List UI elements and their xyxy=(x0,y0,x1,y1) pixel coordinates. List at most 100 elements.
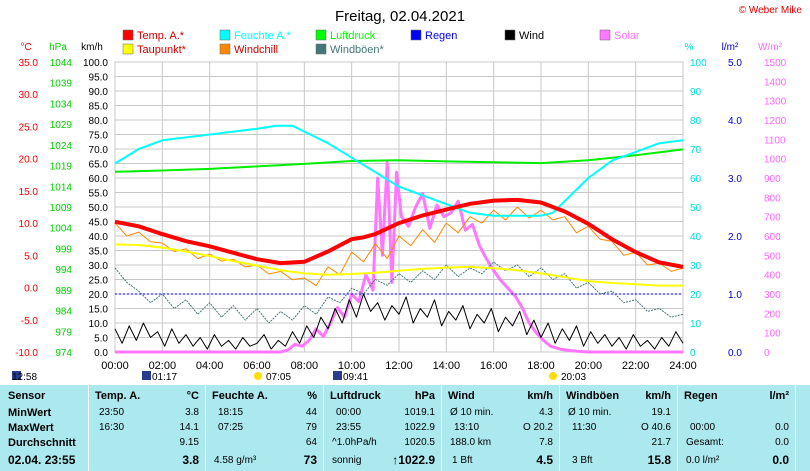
solar_wm2-tick-label: 600 xyxy=(764,232,781,243)
humidity-min-time: 18:15 xyxy=(218,407,244,418)
gusts-day-avg: 21.7 xyxy=(651,437,671,448)
moon-icon xyxy=(333,371,342,380)
humidity_pct-tick-label: 60 xyxy=(690,174,702,185)
pressure_hpa-tick-label: 1019 xyxy=(50,162,73,173)
temp-max-value: 14.1 xyxy=(179,422,199,433)
pressure_hpa-tick-label: 989 xyxy=(55,286,72,297)
x-tick-label: 08:00 xyxy=(291,360,319,372)
rain_lm2-tick-label: 3.0 xyxy=(728,174,742,185)
rain-day-sum: 0.0 l/m² xyxy=(686,455,720,466)
wind_kmh-tick-label: 35.0 xyxy=(89,247,109,258)
wind_kmh-tick-label: 40.0 xyxy=(89,232,109,243)
wind_kmh-tick-label: 50.0 xyxy=(89,203,109,214)
wind-day-avg: 7.8 xyxy=(539,437,553,448)
divider xyxy=(88,385,89,471)
solar_wm2-tick-label: 1200 xyxy=(764,116,787,127)
sun-moon-time: 01:17 xyxy=(152,372,177,383)
temp-max-time: 16:30 xyxy=(99,422,125,433)
rain_lm2-tick-label: 2.0 xyxy=(728,232,742,243)
wind_kmh-tick-label: 75.0 xyxy=(89,131,109,142)
solar_wm2-tick-label: 300 xyxy=(764,290,781,301)
solar_wm2-tick-label: 0 xyxy=(764,348,770,359)
pressure-max-value: 1022.9 xyxy=(404,422,435,433)
humidity_pct-tick-label: 80 xyxy=(690,116,702,127)
gusts-unit: km/h xyxy=(645,390,671,402)
x-tick-label: 02:00 xyxy=(149,360,177,372)
solar_wm2-tick-label: 100 xyxy=(764,329,781,340)
legend-label: Feuchte A.* xyxy=(234,30,292,42)
pressure_hpa-tick-label: 1039 xyxy=(50,79,73,90)
divider xyxy=(205,385,206,471)
temp-min-value: 3.8 xyxy=(185,407,199,418)
humidity-min-value: 44 xyxy=(305,407,317,418)
solar_wm2-tick-label: 1300 xyxy=(764,97,787,108)
weather-state: sonnig xyxy=(332,455,362,466)
solar_wm2-tick-label: 400 xyxy=(764,271,781,282)
divider xyxy=(559,385,560,471)
sun-moon-time: 09:41 xyxy=(343,372,368,383)
pressure_hpa-tick-label: 1014 xyxy=(50,182,73,193)
x-tick-label: 24:00 xyxy=(669,360,697,372)
rain_lm2-tick-label: 4.0 xyxy=(728,116,742,127)
temp-unit: °C xyxy=(186,390,199,402)
sun-moon-time: 12:58 xyxy=(12,372,37,383)
temp_c-tick-label: 5.0 xyxy=(24,251,38,262)
rain_lm2-tick-label: 0.0 xyxy=(728,348,742,359)
temp_c-tick-label: 25.0 xyxy=(19,122,39,133)
humidity_pct-tick-label: 30 xyxy=(690,261,702,272)
series-wind xyxy=(114,293,684,350)
pressure_hpa-tick-label: 1029 xyxy=(50,120,73,131)
wind_kmh-tick-label: 90.0 xyxy=(89,87,109,98)
gusts-section: Windböen km/h Ø 10 min. 19.1 11:30 O 40.… xyxy=(560,385,677,471)
chart-legend: Temp. A.* Feuchte A.* Luftdruck Regen Wind So… xyxy=(122,29,640,56)
pressure_hpa-tick-label: 974 xyxy=(55,348,72,359)
wind_kmh-axis-title: km/h xyxy=(81,42,103,53)
pressure-min-value: 1019.1 xyxy=(404,407,435,418)
wind_kmh-tick-label: 15.0 xyxy=(89,305,109,316)
pressure-min-time: 00:00 xyxy=(336,407,362,418)
rain-total-value: 0.0 xyxy=(775,437,789,448)
rain_lm2-tick-label: 1.0 xyxy=(728,290,742,301)
humidity-section: Feuchte A. % 18:15 44 07:25 79 64 4.58 g… xyxy=(206,385,323,471)
rain-section: Regen l/m² 00:00 0.0 Gesamt: 0.0 0.0 l/m… xyxy=(678,385,795,471)
row-labels-section: Sensor MinWert MaxWert Durchschnitt 02.0… xyxy=(0,385,88,471)
humidity_pct-axis-title: % xyxy=(685,42,694,53)
wind_kmh-tick-label: 0.0 xyxy=(94,348,108,359)
moon-icon xyxy=(12,371,21,380)
row-label-avg: Durchschnitt xyxy=(8,437,76,449)
wind_kmh-tick-label: 25.0 xyxy=(89,276,109,287)
solar_wm2-tick-label: 700 xyxy=(764,213,781,224)
solar_wm2-axis-title: W/m² xyxy=(758,42,783,53)
solar_wm2-tick-label: 1100 xyxy=(764,135,786,146)
row-label-sensor: Sensor xyxy=(8,390,46,402)
wind_kmh-tick-label: 70.0 xyxy=(89,145,109,156)
x-tick-label: 22:00 xyxy=(622,360,650,372)
divider xyxy=(323,385,324,471)
wind-avg-label: Ø 10 min. xyxy=(450,407,494,418)
wind-section: Wind km/h Ø 10 min. 4.3 13:10 O 20.2 188… xyxy=(442,385,559,471)
x-axis-ticks: 00:00 02:00 04:00 06:00 08:00 10:00 12:00 14:00… xyxy=(101,360,697,372)
rain_lm2-tick-label: 5.0 xyxy=(728,58,742,69)
pressure_hpa-axis-title: hPa xyxy=(49,42,67,53)
legend-swatch xyxy=(599,29,611,41)
row-label-max: MaxWert xyxy=(8,422,54,434)
humidity-unit: % xyxy=(307,390,317,402)
sun-icon xyxy=(254,372,262,380)
temp_c-tick-label: 30.0 xyxy=(19,90,39,101)
temp-section: Temp. A. °C 23:50 3.8 16:30 14.1 9.15 3.… xyxy=(89,385,205,471)
humidity_pct-tick-label: 70 xyxy=(690,145,702,156)
gusts-avg-label: Ø 10 min. xyxy=(568,407,612,418)
series-luftdruck xyxy=(114,148,684,173)
humidity-max-time: 07:25 xyxy=(218,422,244,433)
wind_kmh-tick-label: 65.0 xyxy=(89,160,109,171)
wind-unit: km/h xyxy=(527,390,553,402)
axis-labels: °C 35.0 30.0 25.0 20.0 15.0 10.0 5.0 0.0 -5.0 -10.… xyxy=(15,42,786,359)
wind-avg-value: 4.3 xyxy=(539,407,553,418)
moon-icon xyxy=(142,371,151,380)
legend-swatch xyxy=(410,29,422,41)
x-tick-label: 20:00 xyxy=(575,360,603,372)
legend-swatch xyxy=(315,43,327,55)
x-tick-label: 16:00 xyxy=(480,360,508,372)
temp-current-value: 3.8 xyxy=(182,453,199,467)
humidity_pct-tick-label: 10 xyxy=(690,319,702,330)
